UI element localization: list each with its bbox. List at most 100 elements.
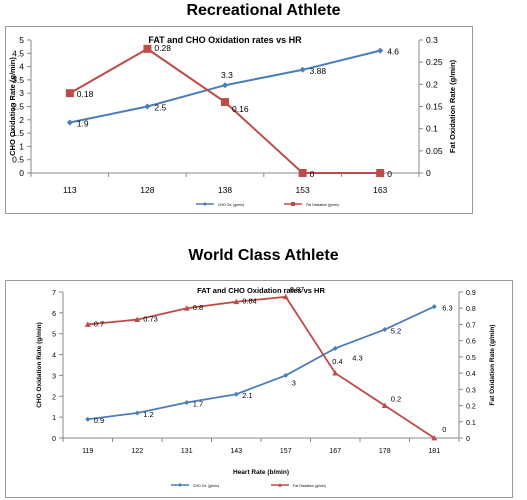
cho-data-point bbox=[222, 82, 228, 89]
left-y-tick-label: 4 bbox=[52, 353, 56, 360]
left-y-tick-label: 0 bbox=[52, 436, 56, 443]
fat-data-point bbox=[65, 89, 74, 98]
cho-data-point bbox=[134, 410, 140, 416]
right-y-tick-label: 0 bbox=[466, 436, 470, 443]
legend-entry: Fat Oxidation (g/min) bbox=[306, 203, 339, 207]
data-label: 0.16 bbox=[232, 104, 249, 114]
fat-data-point bbox=[84, 321, 91, 327]
left-y-tick-label: 6 bbox=[52, 311, 56, 318]
left-y-tick-label: 4.5 bbox=[12, 48, 24, 58]
x-tick-label: 157 bbox=[280, 448, 292, 455]
legend-marker bbox=[278, 483, 282, 487]
x-tick-label: 138 bbox=[218, 185, 232, 195]
data-label: 0 bbox=[310, 169, 315, 179]
left-y-tick-label: 4 bbox=[19, 62, 24, 72]
right-y-tick-label: 0.1 bbox=[426, 124, 438, 134]
legend-marker bbox=[203, 202, 207, 206]
world-class-chart-panel: FAT and CHO Oxidation rates vs HR 0 1 2 3 4 5 6… bbox=[5, 280, 513, 498]
data-label: 1.7 bbox=[193, 400, 203, 409]
recreational-athlete-heading: Recreational Athlete bbox=[186, 2, 341, 19]
legend-entry: CHO Ox. (g/min) bbox=[218, 203, 244, 207]
data-label: 0 bbox=[387, 169, 392, 179]
fat-data-point bbox=[332, 370, 339, 376]
left-y-tick-label: 1.5 bbox=[12, 128, 24, 138]
cho-data-point bbox=[283, 372, 289, 378]
data-label: 6.3 bbox=[442, 304, 452, 313]
left-y-tick-label: 3 bbox=[52, 373, 56, 380]
data-label: 2.5 bbox=[154, 103, 166, 113]
cho-data-point bbox=[144, 103, 151, 110]
x-tick-label: 119 bbox=[82, 448, 93, 455]
fat-data-point bbox=[183, 305, 190, 311]
fat-data-point bbox=[431, 435, 438, 441]
x-tick-label: 143 bbox=[230, 448, 242, 455]
x-tick-label: 167 bbox=[329, 448, 341, 455]
data-label: 5.2 bbox=[391, 327, 401, 336]
right-y-tick-label: 0.7 bbox=[466, 322, 476, 329]
right-y-tick-label: 0.8 bbox=[466, 306, 476, 313]
left-y-tick-label: 0.5 bbox=[12, 155, 24, 165]
right-y-tick-label: 0.5 bbox=[466, 355, 476, 362]
cho-data-point bbox=[299, 66, 306, 73]
x-tick-label: 128 bbox=[140, 185, 154, 195]
fat-data-point bbox=[143, 44, 152, 53]
right-y-tick-label: 0.4 bbox=[466, 371, 476, 378]
world-class-chart: FAT and CHO Oxidation rates vs HR 0 1 2 3 4 5 6… bbox=[36, 285, 496, 488]
fat-data-point bbox=[381, 402, 388, 408]
cho-data-point bbox=[431, 304, 437, 310]
right-y-tick-label: 0.25 bbox=[426, 57, 443, 67]
data-label: 1.9 bbox=[77, 118, 89, 128]
cho-data-point bbox=[184, 400, 190, 406]
data-label: 0.7 bbox=[94, 319, 104, 328]
world-class-athlete-heading: World Class Athlete bbox=[188, 247, 339, 264]
data-label: 0.84 bbox=[242, 297, 257, 306]
x-tick-label: 163 bbox=[373, 185, 387, 195]
data-label: 4.6 bbox=[387, 47, 399, 57]
legend-marker bbox=[178, 483, 182, 487]
x-tick-label: 153 bbox=[296, 185, 310, 195]
right-y-tick-label: 0.2 bbox=[426, 79, 438, 89]
data-label: 3 bbox=[292, 378, 296, 387]
legend-entry: CHO Ox. (g/min) bbox=[193, 484, 219, 488]
left-y-tick-label: 1 bbox=[52, 415, 56, 422]
right-y-tick-label: 0.6 bbox=[466, 339, 476, 346]
fat-data-point bbox=[282, 293, 289, 300]
left-y-tick-label: 3 bbox=[19, 88, 24, 98]
x-tick-label: 122 bbox=[131, 448, 143, 455]
right-y-axis-title: Fat Oxidation Rate (g/min) bbox=[489, 325, 496, 406]
data-label: 0 bbox=[442, 425, 446, 434]
left-y-tick-label: 5 bbox=[19, 35, 24, 45]
left-y-tick-label: 2 bbox=[19, 115, 24, 125]
series-line-fat bbox=[87, 295, 435, 439]
left-y-tick-label: 2 bbox=[52, 394, 56, 401]
series-line-cho bbox=[87, 305, 435, 421]
cho-data-point bbox=[332, 345, 338, 351]
left-y-tick-label: 7 bbox=[52, 290, 56, 297]
data-label: 2.1 bbox=[242, 391, 252, 400]
cho-data-point bbox=[85, 416, 91, 422]
fat-data-point bbox=[376, 169, 385, 177]
left-y-tick-label: 3.5 bbox=[12, 75, 24, 85]
cho-data-point bbox=[66, 119, 73, 126]
legend-marker bbox=[291, 202, 295, 206]
data-label: 0.73 bbox=[143, 315, 158, 324]
data-label: 0.28 bbox=[154, 43, 171, 53]
cho-data-point bbox=[233, 391, 239, 397]
right-y-tick-label: 0.1 bbox=[466, 420, 476, 427]
data-label: 0.87 bbox=[290, 285, 305, 294]
data-label: 1.2 bbox=[143, 410, 153, 419]
data-label: 3.88 bbox=[310, 66, 327, 76]
recreational-chart: FAT and CHO Oxidation rates vs HR 0 0.5 1 1.… bbox=[8, 35, 457, 207]
left-y-axis-title: CHO Oxidation Rate (g/min) bbox=[36, 322, 43, 408]
data-label: 0.8 bbox=[193, 303, 203, 312]
right-y-tick-label: 0.9 bbox=[466, 290, 476, 297]
recreational-chart-panel: FAT and CHO Oxidation rates vs HR 0 0.5 1 1.… bbox=[5, 26, 473, 214]
chart-title: FAT and CHO Oxidation rates vs HR bbox=[148, 35, 302, 45]
x-tick-label: 113 bbox=[63, 185, 77, 195]
data-label: 0.9 bbox=[94, 416, 104, 425]
right-y-tick-label: 0.3 bbox=[466, 387, 476, 394]
data-label: 4.3 bbox=[352, 353, 362, 362]
right-y-tick-label: 0.2 bbox=[466, 404, 476, 411]
left-y-tick-label: 1 bbox=[19, 141, 24, 151]
data-label: 3.3 bbox=[221, 70, 233, 80]
